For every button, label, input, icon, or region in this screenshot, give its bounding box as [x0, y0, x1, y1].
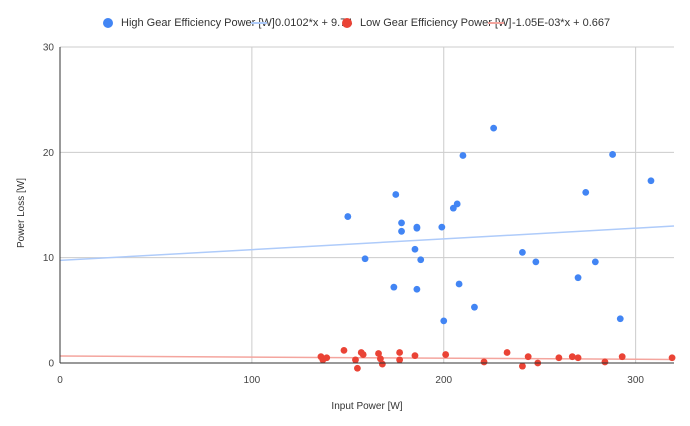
low-gear-point: [396, 349, 404, 356]
legend-marker-high-gear: [103, 18, 113, 28]
low-gear-point: [574, 354, 582, 362]
legend-item-low-gear-trend[interactable]: -1.05E-03*x + 0.667: [488, 14, 610, 32]
trendline-1: [59, 225, 675, 262]
low-gear-point: [323, 354, 331, 362]
high-gear-point: [582, 188, 590, 196]
high-gear-point: [440, 317, 448, 325]
y-tick-label: 20: [43, 148, 55, 159]
high-gear-point: [390, 283, 398, 291]
legend: High Gear Efficiency Power [W] 0.0102*x …: [0, 14, 690, 32]
x-tick-label: 100: [244, 375, 261, 386]
high-gear-point: [532, 258, 540, 266]
y-tick-label: 0: [48, 359, 54, 370]
high-gear-point: [647, 177, 655, 185]
gridlines: [60, 46, 674, 363]
low-gear-point: [618, 353, 626, 361]
low-gear-point: [601, 358, 609, 366]
high-gear-point: [616, 315, 624, 323]
legend-label-low-gear-trend: -1.05E-03*x + 0.667: [512, 17, 611, 29]
legend-item-low-gear[interactable]: Low Gear Efficiency Power [W]: [342, 14, 511, 32]
y-axis-title: Power Loss [W]: [16, 178, 27, 248]
data-points: [317, 124, 676, 372]
axes: 0 100 200 300 0 10 20 30: [43, 43, 674, 386]
high-gear-point: [519, 249, 526, 256]
low-gear-point: [359, 351, 367, 358]
high-gear-point: [417, 256, 425, 264]
low-gear-point: [668, 354, 676, 362]
legend-label-low-gear: Low Gear Efficiency Power [W]: [360, 17, 512, 29]
high-gear-point: [344, 213, 352, 220]
high-gear-point: [471, 303, 478, 311]
x-tick-label: 300: [627, 375, 644, 386]
low-gear-point: [555, 354, 563, 362]
trendlines: [59, 225, 675, 361]
high-gear-point: [609, 151, 616, 158]
high-gear-point: [413, 223, 421, 231]
high-gear-point: [413, 285, 421, 293]
high-gear-point: [453, 200, 461, 208]
high-gear-point: [361, 255, 369, 263]
low-gear-point: [524, 353, 532, 361]
low-gear-point: [411, 352, 419, 360]
legend-item-high-gear-trend[interactable]: 0.0102*x + 9.74: [251, 14, 352, 32]
trendline-3: [59, 355, 675, 361]
legend-label-high-gear: High Gear Efficiency Power [W]: [121, 17, 275, 29]
legend-item-high-gear[interactable]: High Gear Efficiency Power [W]: [103, 14, 275, 32]
low-gear-point: [352, 356, 359, 364]
low-gear-point: [480, 358, 488, 366]
low-gear-point: [396, 356, 404, 364]
low-gear-point: [503, 349, 511, 356]
x-tick-label: 200: [435, 375, 452, 386]
y-tick-label: 10: [43, 253, 55, 264]
high-gear-point: [438, 223, 446, 231]
x-axis-title: Input Power [W]: [331, 401, 402, 412]
high-gear-point: [455, 280, 463, 288]
high-gear-point: [411, 245, 419, 253]
y-tick-label: 30: [43, 43, 55, 54]
legend-marker-low-gear-trend: [488, 22, 504, 24]
high-gear-point: [398, 227, 405, 235]
low-gear-point: [519, 362, 526, 370]
high-gear-point: [459, 152, 467, 159]
low-gear-point: [442, 351, 450, 358]
legend-label-high-gear-trend: 0.0102*x + 9.74: [275, 17, 353, 29]
x-tick-label: 0: [57, 375, 63, 386]
legend-marker-high-gear-trend: [251, 22, 267, 24]
low-gear-point: [354, 364, 361, 372]
legend-marker-low-gear: [342, 18, 352, 28]
low-gear-point: [377, 355, 384, 363]
high-gear-point: [591, 258, 599, 266]
high-gear-point: [490, 124, 498, 132]
low-gear-point: [378, 360, 386, 368]
high-gear-point: [392, 191, 400, 198]
low-gear-point: [340, 346, 348, 354]
high-gear-point: [574, 274, 582, 282]
high-gear-point: [398, 219, 405, 227]
low-gear-point: [568, 353, 576, 361]
low-gear-point: [375, 350, 382, 357]
